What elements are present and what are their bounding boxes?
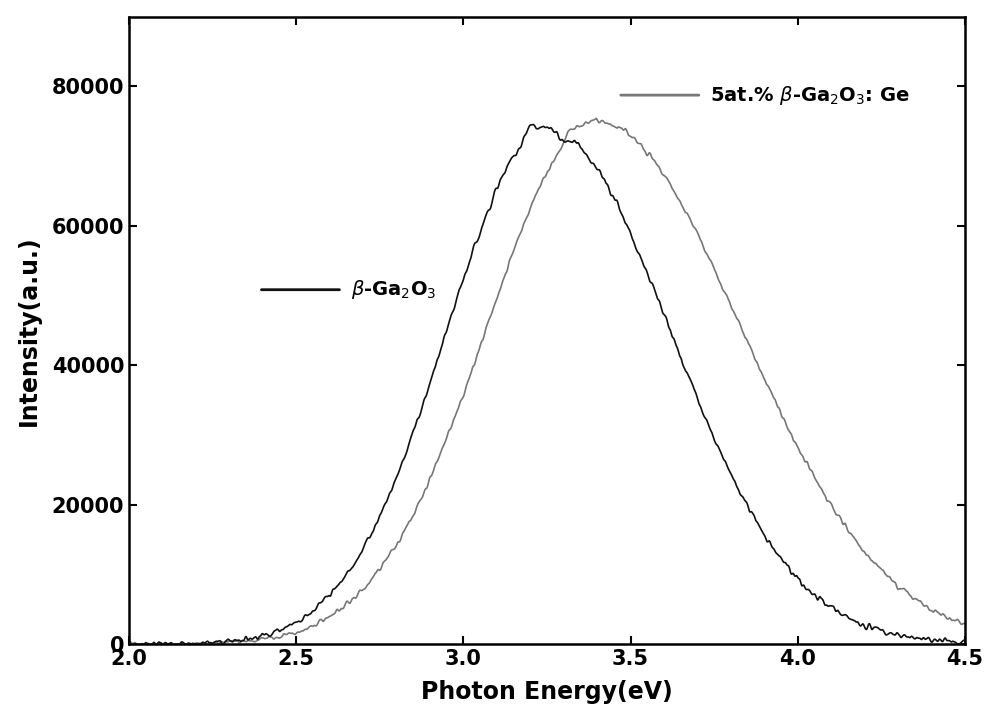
Y-axis label: Intensity(a.u.): Intensity(a.u.) xyxy=(17,235,41,426)
Text: $\beta$-Ga$_2$O$_3$: $\beta$-Ga$_2$O$_3$ xyxy=(351,278,436,301)
Text: 5at.% $\beta$-Ga$_2$O$_3$: Ge: 5at.% $\beta$-Ga$_2$O$_3$: Ge xyxy=(710,84,910,107)
X-axis label: Photon Energy(eV): Photon Energy(eV) xyxy=(421,681,673,704)
